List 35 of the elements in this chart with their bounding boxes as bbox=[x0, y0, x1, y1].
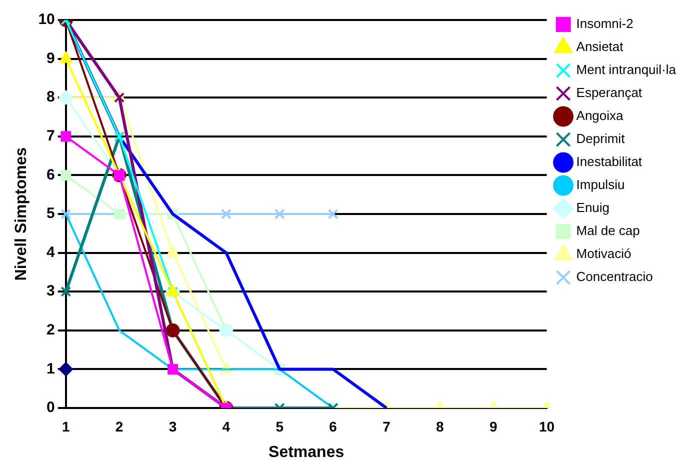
x-tick-label: 9 bbox=[489, 418, 498, 434]
y-tick-label: 1 bbox=[46, 360, 55, 378]
legend-label: Ment intranquil·la bbox=[576, 62, 677, 78]
x-tick-label: 1 bbox=[62, 418, 70, 434]
y-tick-label: 4 bbox=[46, 244, 56, 261]
y-tick-label: 9 bbox=[46, 50, 55, 67]
x-axis-title: Setmanes bbox=[268, 444, 344, 461]
legend-label: Esperançat bbox=[576, 85, 642, 100]
legend-label: Motivació bbox=[576, 246, 632, 262]
legend-label: Concentracio bbox=[576, 269, 653, 284]
legend-label: Insomni-2 bbox=[576, 16, 634, 32]
x-tick-label: 10 bbox=[538, 418, 555, 434]
x-tick-label: 2 bbox=[115, 418, 124, 434]
x-tick-label: 5 bbox=[276, 418, 284, 434]
legend-label: Enuig bbox=[576, 200, 610, 216]
y-tick-label: 7 bbox=[46, 128, 55, 145]
y-tick-label: 2 bbox=[46, 322, 55, 339]
legend-label: Impulsiu bbox=[576, 177, 625, 192]
y-tick-label: 10 bbox=[38, 11, 55, 28]
y-tick-label: 0 bbox=[46, 399, 55, 416]
x-tick-label: 6 bbox=[329, 418, 338, 434]
y-tick-label: 3 bbox=[46, 282, 55, 300]
y-tick-label: 6 bbox=[46, 166, 55, 184]
legend-label: Deprimit bbox=[576, 131, 626, 146]
x-tick-label: 3 bbox=[168, 418, 177, 434]
y-axis-title: Nivell Simptomes bbox=[13, 147, 30, 281]
y-tick-label: 8 bbox=[46, 88, 55, 106]
y-tick-label: 5 bbox=[46, 205, 55, 222]
legend-label: Mal de cap bbox=[576, 223, 640, 238]
x-tick-label: 4 bbox=[222, 418, 230, 434]
x-tick-label: 8 bbox=[436, 418, 444, 434]
legend-label: Inestabilitat bbox=[576, 154, 642, 170]
legend-label: Ansietat bbox=[576, 39, 624, 54]
legend-label: Angoixa bbox=[576, 108, 624, 124]
x-tick-label: 7 bbox=[382, 418, 391, 434]
